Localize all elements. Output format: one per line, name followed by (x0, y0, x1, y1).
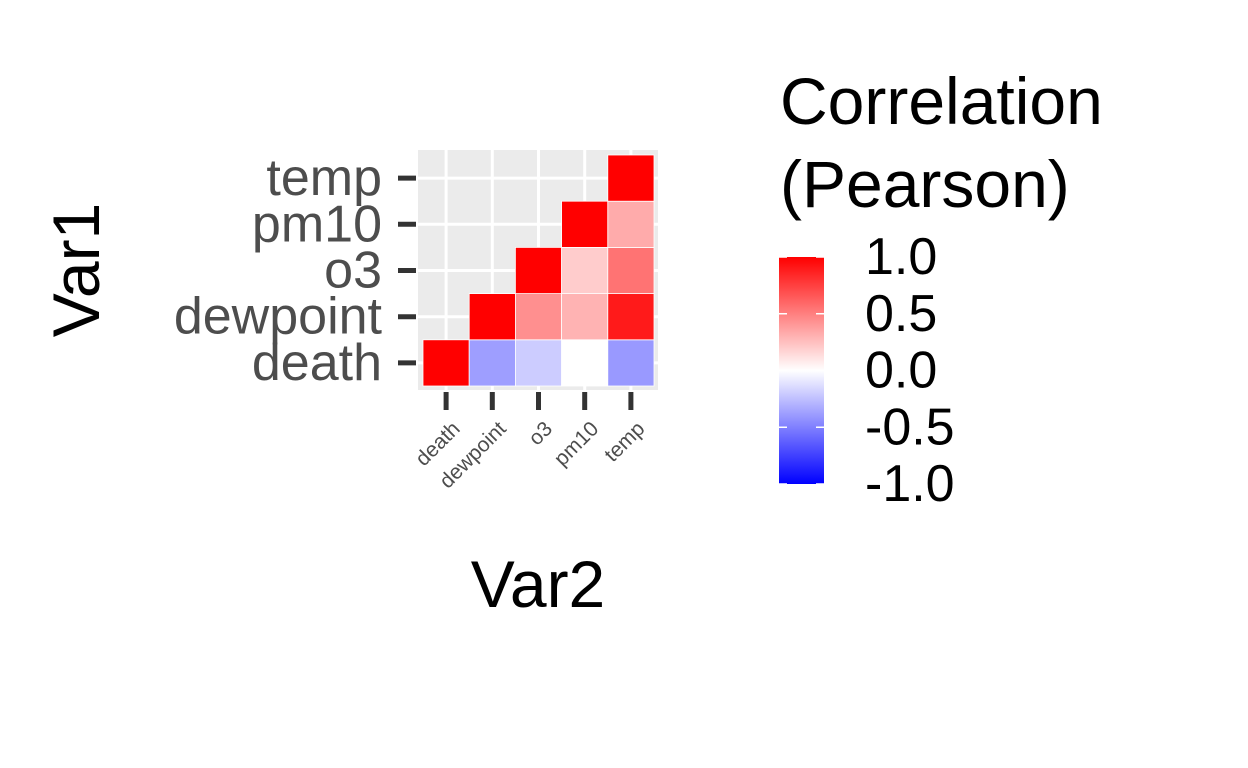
legend-label-1: 0.5 (865, 285, 937, 343)
legend-label-2: 0.0 (865, 342, 937, 400)
x-tick-label-pm10: pm10 (550, 417, 603, 470)
cell-dewpoint-death (468, 339, 516, 387)
cell-o3-death (515, 339, 563, 387)
x-tick-label-o3: o3 (524, 417, 557, 450)
cell-temp-dewpoint (607, 293, 655, 341)
cell-death-death (422, 339, 470, 387)
y-axis-title: Var1 (39, 203, 113, 338)
cell-pm10-dewpoint (561, 293, 609, 341)
cell-pm10-pm10 (561, 200, 609, 248)
cell-pm10-o3 (561, 246, 609, 294)
legend-title-line-1: Correlation (780, 64, 1103, 138)
legend-label-0: 1.0 (865, 228, 937, 286)
legend-ticks: 1.00.50.0-0.5-1.0 (779, 228, 955, 513)
cell-dewpoint-dewpoint (468, 293, 516, 341)
cell-temp-o3 (607, 246, 655, 294)
x-tick-label-temp: temp (600, 417, 649, 466)
heatmap-cells (422, 154, 655, 387)
legend-title-line-2: (Pearson) (780, 147, 1070, 221)
legend-label-3: -0.5 (865, 398, 955, 456)
cell-pm10-death (561, 339, 609, 387)
legend-label-4: -1.0 (865, 455, 955, 513)
cell-o3-o3 (515, 246, 563, 294)
cell-o3-dewpoint (515, 293, 563, 341)
y-tick-label-pm10: pm10 (252, 195, 382, 253)
cell-temp-temp (607, 154, 655, 202)
y-tick-label-death: death (252, 334, 382, 392)
x-axis-title: Var2 (471, 547, 606, 621)
y-tick-label-o3: o3 (324, 242, 382, 300)
cell-temp-death (607, 339, 655, 387)
cell-temp-pm10 (607, 200, 655, 248)
y-tick-label-temp: temp (266, 149, 382, 207)
y-tick-label-dewpoint: dewpoint (174, 288, 383, 346)
